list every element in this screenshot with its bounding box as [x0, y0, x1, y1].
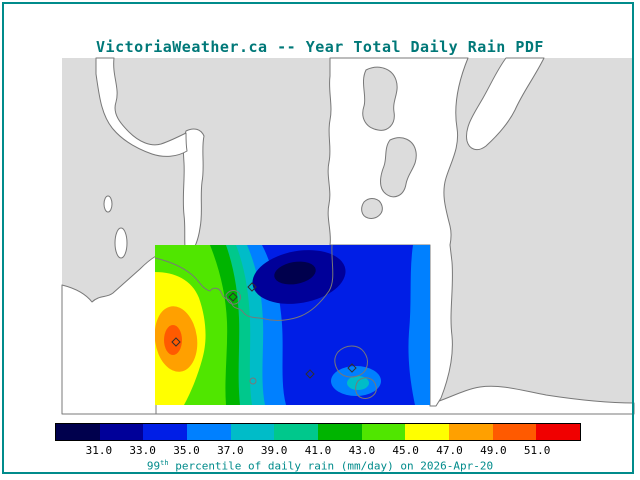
colorbar-segment [274, 424, 319, 440]
coastline-overlay [154, 244, 377, 399]
colorbar-segment [99, 424, 144, 440]
colorbar-tick-label: 45.0 [392, 444, 419, 457]
coastline-victoria [154, 244, 334, 321]
water-northeast-channel [466, 57, 545, 151]
station-diamond-marker [305, 369, 315, 379]
caption: 99th percentile of daily rain (mm/day) o… [0, 459, 640, 473]
colorbar-segment [56, 424, 100, 440]
station-markers [171, 282, 357, 379]
colorbar-tick-label: 33.0 [129, 444, 156, 457]
contour-core-deep-orange [164, 325, 182, 355]
colorbar-segment [318, 424, 362, 440]
colorbar-tick-label: 41.0 [304, 444, 332, 457]
lake-small [103, 195, 113, 213]
caption-value: 99 [146, 459, 161, 473]
colorbar-tick-label: 43.0 [348, 444, 376, 457]
island-small [361, 198, 383, 219]
station-diamond-marker [347, 363, 357, 373]
colorbar-segment [143, 424, 188, 440]
station-diamond-marker [171, 337, 181, 347]
colorbar-tick-label: 37.0 [217, 444, 244, 457]
caption-text: percentile of daily rain (mm/day) on 202… [168, 459, 494, 473]
contour-band-east-azure [408, 245, 430, 405]
colorbar-tick-label: 39.0 [260, 444, 288, 457]
colorbar-tick-label: 31.0 [85, 444, 113, 457]
page-title: VictoriaWeather.ca -- Year Total Daily R… [96, 38, 544, 56]
lake-large [114, 227, 128, 259]
coastline-islet [249, 377, 257, 385]
colorbar-segment [187, 424, 231, 440]
island-middle [380, 137, 417, 198]
colorbar-segment [449, 424, 493, 440]
colorbar-segment [230, 424, 275, 440]
coastline-island-1 [334, 345, 368, 378]
colorbar-tick-label: 47.0 [436, 444, 463, 457]
station-diamond-marker [228, 292, 238, 302]
colorbar-segment [361, 424, 406, 440]
contour-blob-southeast-cyan [347, 376, 369, 390]
colorbar-labels: 31.0 33.0 35.0 37.0 39.0 41.0 43.0 45.0 47.0 49.0… [55, 444, 581, 458]
colorbar-tick-label: 35.0 [173, 444, 200, 457]
colorbar-swatches [55, 423, 581, 441]
water-southwest-strait [61, 255, 157, 415]
caption-superscript: th [160, 459, 169, 467]
colorbar-segment [405, 424, 450, 440]
water-south-strip [155, 385, 635, 415]
colorbar-tick-label: 49.0 [480, 444, 507, 457]
colorbar-segment [492, 424, 537, 440]
coastline-harbour-islet [225, 290, 241, 305]
colorbar-segment [536, 424, 581, 440]
colorbar-tick-label: 51.0 [523, 444, 551, 457]
island-north [362, 66, 398, 131]
water-central-strait [327, 57, 469, 407]
contour-minimum-dark-navy [274, 261, 316, 285]
colorbar: 31.0 33.0 35.0 37.0 39.0 41.0 43.0 45.0 47.0 49.0… [55, 423, 581, 458]
station-diamond-marker [247, 282, 257, 292]
water-northwest-channel [95, 57, 188, 157]
basemap-islands [361, 66, 417, 219]
contour-field [155, 245, 430, 405]
coastline-island-2 [355, 377, 377, 399]
